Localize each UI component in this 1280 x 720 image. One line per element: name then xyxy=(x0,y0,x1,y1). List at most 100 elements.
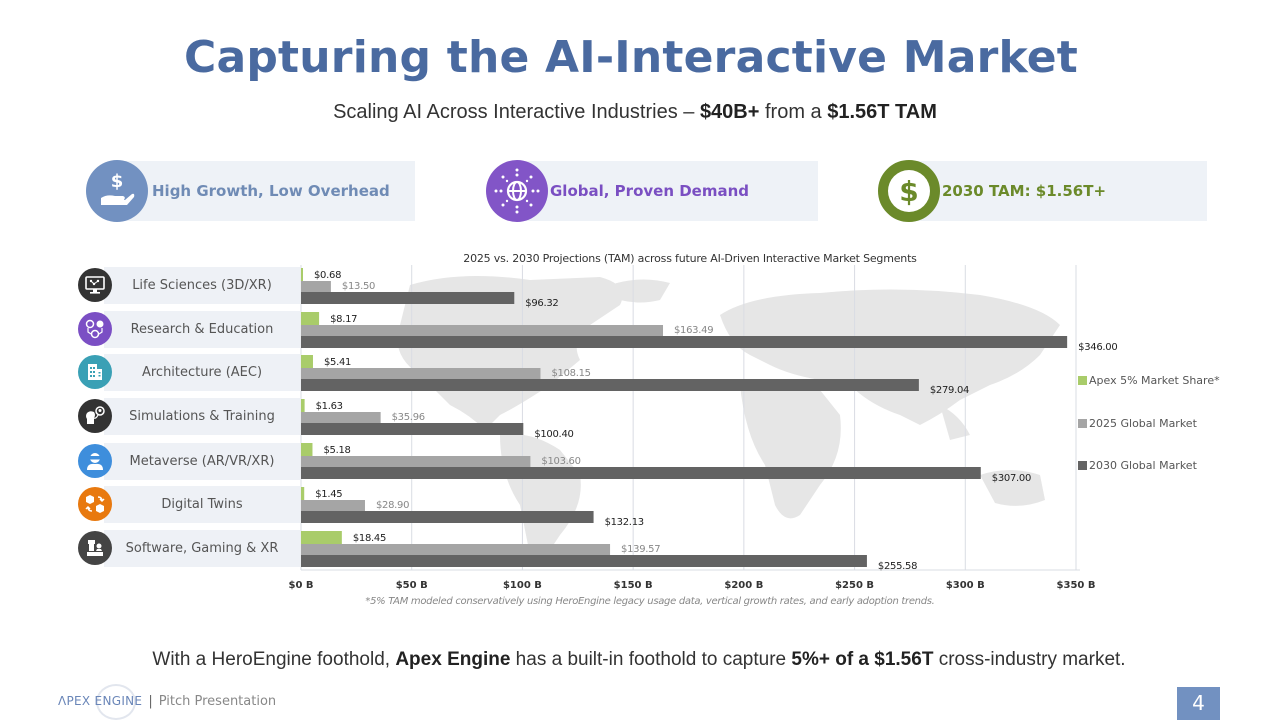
data-label: $96.32 xyxy=(525,298,558,309)
data-label: $5.18 xyxy=(323,445,350,456)
brand-name: ΛPEX ENGINE xyxy=(58,694,143,708)
feature-label: 2030 TAM: $1.56T+ xyxy=(942,182,1107,200)
apex-logo-mark xyxy=(96,684,136,720)
bar xyxy=(301,467,981,479)
bar xyxy=(301,292,515,304)
footer-separator: | xyxy=(148,694,153,709)
legend-label: 2030 Global Market xyxy=(1089,459,1197,472)
data-label: $307.00 xyxy=(992,473,1031,484)
bar xyxy=(301,555,867,567)
feature-label: Global, Proven Demand xyxy=(550,182,750,200)
closing-text: cross-industry market. xyxy=(933,649,1126,670)
data-label: $35.96 xyxy=(392,412,425,423)
legend-item-2025-market: 2025 Global Market xyxy=(1078,417,1197,430)
legend-swatch xyxy=(1078,376,1087,385)
legend-swatch xyxy=(1078,419,1087,428)
data-label: $13.50 xyxy=(342,281,375,292)
bar xyxy=(301,312,320,325)
feature-global-demand: Global, Proven Demand xyxy=(486,160,818,222)
feature-tam: $ 2030 TAM: $1.56T+ xyxy=(878,160,1207,222)
monitor-molecule-icon xyxy=(78,268,112,302)
feature-label: High Growth, Low Overhead xyxy=(152,182,390,200)
data-label: $139.57 xyxy=(621,544,660,555)
closing-text: has a built-in foothold to capture xyxy=(510,649,792,670)
legend-label: 2025 Global Market xyxy=(1089,417,1197,430)
bar xyxy=(301,511,594,523)
data-label: $18.45 xyxy=(353,533,386,544)
data-label: $255.58 xyxy=(878,561,917,572)
data-label: $279.04 xyxy=(930,385,969,396)
page-number: 4 xyxy=(1177,687,1220,720)
bar xyxy=(301,423,524,435)
category-label: Simulations & Training xyxy=(104,398,300,435)
dollar-hand-icon: $ xyxy=(86,160,148,222)
closing-highlight: 5%+ of a $1.56T xyxy=(791,649,934,670)
bar xyxy=(301,456,531,467)
chart-title: 2025 vs. 2030 Projections (TAM) across f… xyxy=(463,252,917,265)
data-label: $8.17 xyxy=(330,314,357,325)
x-tick-label: $300 B xyxy=(946,580,985,591)
legend-swatch xyxy=(1078,461,1087,470)
x-tick-label: $100 B xyxy=(503,580,542,591)
category-label: Software, Gaming & XR xyxy=(104,530,300,567)
footer-caption: Pitch Presentation xyxy=(158,694,277,709)
dollar-glyph: $ xyxy=(888,170,930,212)
category-label: Digital Twins xyxy=(104,486,300,523)
subtitle-highlight-amount: $40B+ xyxy=(699,101,760,123)
research-people-icon xyxy=(78,312,112,346)
x-tick-label: $250 B xyxy=(835,580,874,591)
x-tick-label: $0 B xyxy=(288,580,313,591)
building-icon xyxy=(78,355,112,389)
legend-label: Apex 5% Market Share* xyxy=(1089,374,1220,387)
bar xyxy=(301,487,305,500)
bar xyxy=(301,399,305,412)
bar xyxy=(301,355,313,368)
category-label: Metaverse (AR/VR/XR) xyxy=(104,443,300,480)
bar xyxy=(301,412,381,423)
data-label: $108.15 xyxy=(551,368,590,379)
slide-subtitle: Scaling AI Across Interactive Industries… xyxy=(0,101,1270,124)
feature-high-growth: $ High Growth, Low Overhead xyxy=(86,160,415,222)
chess-pieces-icon xyxy=(78,531,112,565)
category-label: Research & Education xyxy=(104,311,300,348)
data-label: $163.49 xyxy=(674,325,713,336)
data-label: $0.68 xyxy=(314,270,341,281)
bar xyxy=(301,281,331,292)
category-label: Life Sciences (3D/XR) xyxy=(104,267,300,304)
head-brain-icon xyxy=(78,399,112,433)
data-label: $5.41 xyxy=(324,357,351,368)
data-label: $1.63 xyxy=(316,401,343,412)
bar xyxy=(301,336,1068,348)
vr-headset-user-icon xyxy=(78,444,112,478)
closing-statement: With a HeroEngine foothold, Apex Engine … xyxy=(0,649,1278,671)
closing-text: With a HeroEngine foothold, xyxy=(152,649,396,670)
svg-text:$: $ xyxy=(111,171,124,192)
bar xyxy=(301,268,303,281)
globe-network-icon xyxy=(486,160,548,222)
legend-item-2030-market: 2030 Global Market xyxy=(1078,459,1197,472)
bar xyxy=(301,531,342,544)
x-tick-label: $200 B xyxy=(724,580,763,591)
data-label: $346.00 xyxy=(1078,342,1117,353)
footer-brand: ΛPEX ENGINE | Pitch Presentation xyxy=(58,694,276,709)
legend-item-apex-share: Apex 5% Market Share* xyxy=(1078,374,1220,387)
bar xyxy=(301,368,541,379)
x-tick-label: $350 B xyxy=(1057,580,1096,591)
bar xyxy=(301,325,664,336)
bar xyxy=(301,379,919,391)
data-label: $28.90 xyxy=(376,500,409,511)
slide-title: Capturing the AI-Interactive Market xyxy=(183,32,1079,83)
bar xyxy=(301,500,365,511)
x-tick-label: $150 B xyxy=(614,580,653,591)
x-tick-label: $50 B xyxy=(396,580,428,591)
cubes-sync-icon xyxy=(78,487,112,521)
subtitle-text-mid: from a xyxy=(759,101,828,123)
closing-brand: Apex Engine xyxy=(395,649,511,670)
data-label: $132.13 xyxy=(605,517,644,528)
subtitle-highlight-tam: $1.56T TAM xyxy=(827,101,937,123)
data-label: $1.45 xyxy=(315,489,342,500)
bar xyxy=(301,443,313,456)
category-label: Architecture (AEC) xyxy=(104,354,300,391)
chart-footnote: *5% TAM modeled conservatively using Her… xyxy=(365,596,935,607)
